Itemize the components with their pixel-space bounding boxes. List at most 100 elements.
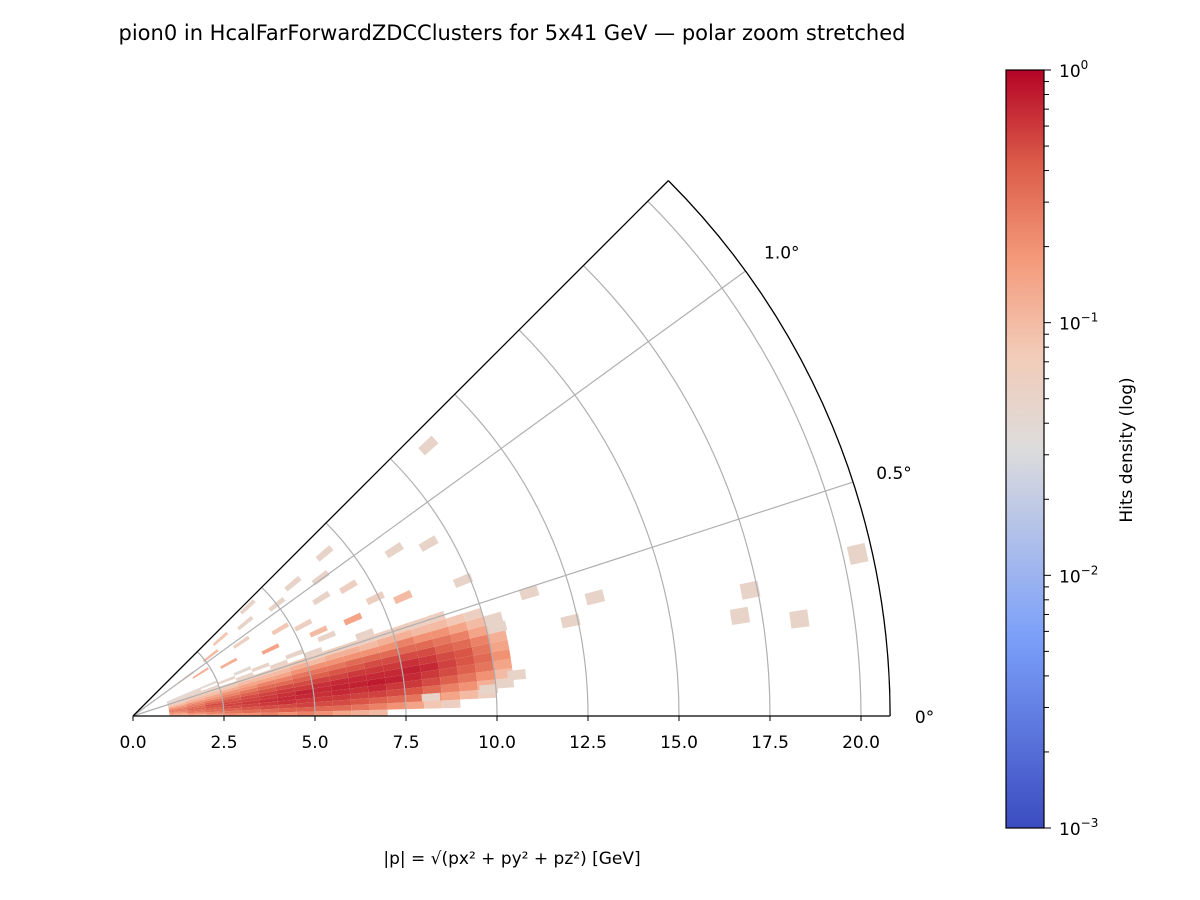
- histogram-bin: [187, 712, 206, 715]
- histogram-bin: [418, 435, 439, 456]
- histogram-bin: [220, 686, 239, 694]
- histogram-bin: [479, 683, 499, 695]
- colorbar-label: Hits density (log): [1117, 377, 1137, 522]
- histogram-bin: [415, 639, 435, 651]
- histogram-bin: [368, 690, 388, 699]
- histogram-bin: [467, 625, 488, 639]
- histogram-bin: [223, 713, 243, 716]
- histogram-bin: [237, 678, 256, 687]
- histogram-bin: [241, 700, 260, 706]
- histogram-bin: [221, 688, 240, 696]
- histogram-bin: [240, 693, 259, 700]
- histogram-bin: [223, 710, 243, 714]
- r-tick-label: 20.0: [842, 733, 880, 753]
- histogram-bin: [452, 638, 472, 651]
- histogram-bin: [271, 622, 290, 636]
- histogram-bin: [192, 667, 209, 679]
- histogram-bin: [463, 607, 484, 622]
- histogram-bin: [259, 701, 279, 707]
- histogram-bin: [254, 672, 274, 682]
- histogram-bin: [205, 709, 224, 713]
- histogram-bin: [347, 668, 366, 678]
- histogram-bin: [387, 695, 406, 704]
- histogram-bin: [169, 710, 188, 714]
- histogram-bin: [487, 630, 508, 644]
- r-tick-label: 17.5: [751, 733, 789, 753]
- histogram-bin: [275, 683, 295, 691]
- histogram-bin: [383, 668, 403, 678]
- histogram-bin: [303, 647, 323, 658]
- axis-ticks: 0.0 2.5 5.0 7.5 10.0 12.5 15.0 17.5 20.0 0° 0.5° 1.…: [119, 244, 934, 753]
- histogram-bin: [846, 542, 869, 566]
- histogram-bin: [203, 691, 222, 698]
- histogram-bin: [312, 590, 331, 606]
- histogram-bin: [202, 649, 219, 663]
- histogram-bin: [343, 612, 363, 626]
- histogram-bin: [405, 694, 424, 703]
- histogram-bin: [277, 695, 296, 702]
- histogram-bin: [325, 656, 345, 667]
- histogram-bin: [384, 541, 405, 559]
- histogram-bin: [326, 661, 346, 672]
- histogram-bin: [560, 613, 581, 629]
- histogram-bin: [348, 674, 367, 684]
- histogram-bin: [256, 679, 275, 688]
- histogram-bin: [169, 711, 188, 715]
- histogram-bin: [260, 705, 279, 710]
- histogram-bin: [397, 643, 417, 655]
- histogram-bin: [221, 691, 241, 698]
- histogram-bin: [168, 706, 187, 711]
- histogram-bin: [294, 684, 313, 692]
- histogram-bin: [242, 709, 261, 714]
- histogram-bin: [309, 666, 329, 676]
- histogram-bin: [379, 648, 400, 659]
- histogram-bin: [274, 679, 294, 687]
- histogram-bin: [351, 704, 370, 711]
- histogram-bin: [284, 575, 302, 592]
- histogram-bin: [378, 641, 398, 653]
- histogram-bin: [296, 711, 315, 716]
- histogram-bin: [333, 710, 352, 716]
- histogram-bin: [168, 701, 186, 707]
- histogram-bin: [183, 687, 201, 696]
- colorbar-tick-label: 10−3: [1059, 816, 1098, 840]
- histogram-bin: [491, 649, 511, 662]
- histogram-bin: [308, 661, 327, 671]
- histogram-bin: [405, 701, 425, 710]
- histogram-bin: [257, 686, 277, 694]
- histogram-bin: [166, 695, 185, 704]
- colorbar-tick-label: 10−1: [1059, 311, 1098, 335]
- histogram-bin: [331, 688, 351, 696]
- histogram-bin: [348, 680, 368, 689]
- histogram-bin: [187, 706, 206, 711]
- angular-gridline: [132, 270, 746, 717]
- histogram-bin: [314, 710, 334, 716]
- histogram-bin: [368, 696, 388, 705]
- histogram-bin: [420, 669, 440, 680]
- histogram-bin: [306, 656, 326, 667]
- histogram-bin: [240, 696, 260, 703]
- histogram-bin: [312, 685, 332, 694]
- histogram-bin: [272, 667, 291, 677]
- histogram-bin: [329, 672, 349, 681]
- histogram-bin: [202, 688, 221, 697]
- histogram-bin: [292, 675, 312, 684]
- angular-gridline: [132, 481, 854, 717]
- radial-gridline: [196, 651, 225, 717]
- histogram-bin: [344, 657, 364, 668]
- histogram-bin: [418, 654, 438, 666]
- chart-title: pion0 in HcalFarForwardZDCClusters for 5…: [119, 21, 906, 45]
- r-tick-label: 2.5: [210, 733, 237, 753]
- histogram-bin: [345, 662, 365, 673]
- r-tick-label: 15.0: [660, 733, 698, 753]
- histogram-bin: [489, 639, 510, 653]
- histogram-bin: [222, 699, 242, 705]
- histogram-bin: [386, 688, 406, 697]
- colorbar-tick-label: 10−2: [1059, 563, 1098, 587]
- histogram-bin: [350, 692, 369, 700]
- histogram-bin: [473, 652, 493, 665]
- histogram-bin: [341, 645, 361, 657]
- histogram-bin: [411, 624, 431, 637]
- histogram-bin: [310, 671, 330, 680]
- histogram-bin: [184, 690, 202, 699]
